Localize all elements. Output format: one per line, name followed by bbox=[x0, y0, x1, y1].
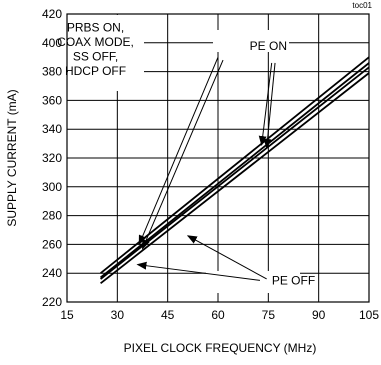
leader-arrow bbox=[142, 59, 224, 250]
annotation-text: HDCP OFF bbox=[65, 64, 126, 78]
y-tick-label: 260 bbox=[42, 237, 62, 251]
leader-arrow bbox=[186, 235, 267, 280]
y-tick-label: 420 bbox=[42, 7, 62, 21]
y-tick-label: 380 bbox=[42, 65, 62, 79]
annotation-box bbox=[68, 15, 144, 91]
y-tick-label: 360 bbox=[42, 93, 62, 107]
annotation-text: PE ON bbox=[250, 39, 287, 53]
x-tick-label: 60 bbox=[211, 308, 225, 322]
y-tick-label: 320 bbox=[42, 151, 62, 165]
y-tick-label: 220 bbox=[42, 295, 62, 309]
plot-frame bbox=[66, 13, 370, 303]
x-tick-label: 105 bbox=[359, 308, 379, 322]
annotation-text: PE OFF bbox=[272, 274, 315, 288]
x-tick-label: 75 bbox=[262, 308, 276, 322]
y-tick-label: 300 bbox=[42, 180, 62, 194]
annotation-text: SS OFF, bbox=[73, 49, 118, 63]
annotation-text: COAX MODE, bbox=[57, 35, 134, 49]
corner-tag: toc01 bbox=[352, 1, 372, 10]
x-tick-label: 45 bbox=[161, 308, 175, 322]
x-tick-label: 30 bbox=[111, 308, 125, 322]
leader-arrow bbox=[138, 57, 219, 246]
y-tick-label: 400 bbox=[42, 36, 62, 50]
annotation-layer: PRBS ON,COAX MODE,SS OFF,HDCP OFF PE ON PE… bbox=[57, 20, 315, 287]
tick-label-layer: 15 30 45 60 75 90 105 220 240 260 280 300 320 340 360 3… bbox=[42, 7, 379, 322]
annotation-text: PRBS ON, bbox=[67, 20, 124, 34]
y-tick-label: 240 bbox=[42, 266, 62, 280]
leader-arrow bbox=[263, 62, 276, 149]
series-layer bbox=[100, 56, 370, 285]
leader-layer bbox=[136, 57, 276, 281]
series-line bbox=[100, 66, 370, 280]
leader-arrow bbox=[258, 62, 273, 147]
y-axis-title: SUPPLY CURRENT (mA) bbox=[5, 89, 19, 226]
leader-arrow bbox=[136, 261, 261, 281]
series-line bbox=[100, 72, 370, 285]
x-tick-label: 15 bbox=[60, 308, 74, 322]
annotation-box bbox=[213, 30, 289, 52]
y-tick-label: 280 bbox=[42, 209, 62, 223]
x-tick-label: 90 bbox=[312, 308, 326, 322]
series-line bbox=[100, 62, 370, 279]
x-axis-title: PIXEL CLOCK FREQUENCY (MHz) bbox=[124, 341, 317, 355]
y-tick-label: 340 bbox=[42, 122, 62, 136]
